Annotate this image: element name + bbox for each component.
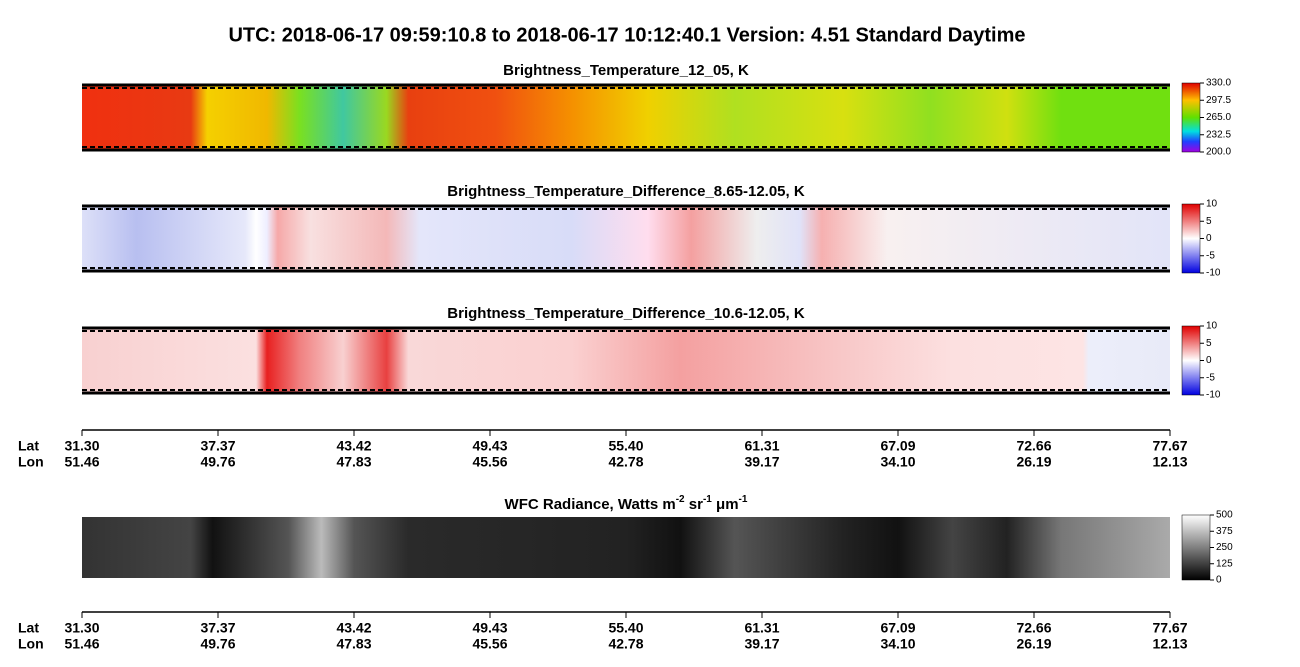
- lon-tick-label: 26.19: [1016, 636, 1051, 652]
- lat-tick-label: 31.30: [64, 620, 99, 636]
- colorbar-label: 125: [1216, 558, 1233, 569]
- lon-tick-label: 39.17: [744, 636, 779, 652]
- colorbar-label: 0: [1206, 355, 1212, 366]
- lat-tick-label: 72.66: [1016, 620, 1051, 636]
- colorbar-label: 250: [1216, 542, 1233, 553]
- lon-tick-label: 34.10: [880, 636, 915, 652]
- panel-title: Brightness_Temperature_Difference_8.65-1…: [447, 183, 805, 200]
- lat-tick-label: 49.43: [472, 620, 507, 636]
- lon-tick-label: 51.46: [64, 636, 99, 652]
- image: [82, 328, 1170, 393]
- lat-tick-label: 55.40: [608, 438, 643, 454]
- colorbar: [1181, 203, 1201, 274]
- colorbar-label: 5: [1206, 216, 1212, 227]
- lat-tick-label: 37.37: [200, 620, 235, 636]
- lon-tick-label: 51.46: [64, 454, 99, 470]
- colorbar-label: 10: [1206, 199, 1218, 210]
- lon-tick-label: 42.78: [608, 636, 643, 652]
- colorbar-label: -10: [1206, 390, 1221, 401]
- colorbar-label: 375: [1216, 526, 1233, 537]
- title-part: μm: [712, 496, 739, 513]
- lon-tick-label: 45.56: [472, 454, 507, 470]
- panel-title: WFC Radiance, Watts m-2 sr-1 μm-1: [505, 494, 748, 513]
- lon-tick-label: 26.19: [1016, 454, 1051, 470]
- lon-tick-label: 34.10: [880, 454, 915, 470]
- colorbar-label: 500: [1216, 510, 1233, 521]
- title-part: sr: [685, 496, 704, 513]
- panel-title: Brightness_Temperature_Difference_10.6-1…: [447, 305, 805, 322]
- lon-tick-label: 47.83: [336, 636, 371, 652]
- lat-tick-label: 67.09: [880, 620, 915, 636]
- lon-tick-label: 49.76: [200, 636, 235, 652]
- lon-tick-label: 12.13: [1152, 636, 1187, 652]
- colorbar-label: -5: [1206, 372, 1215, 383]
- colorbar-label: 200.0: [1206, 147, 1231, 158]
- page-title: UTC: 2018-06-17 09:59:10.8 to 2018-06-17…: [228, 24, 1025, 46]
- lat-tick-label: 67.09: [880, 438, 915, 454]
- colorbar-label: 232.5: [1206, 129, 1231, 140]
- title-part: -1: [703, 494, 712, 505]
- lat-tick-label: 37.37: [200, 438, 235, 454]
- lat-tick-label: 55.40: [608, 620, 643, 636]
- image: [82, 85, 1170, 150]
- colorbar: [1181, 325, 1201, 396]
- panel-title: Brightness_Temperature_12_05, K: [503, 62, 749, 79]
- title-part: -2: [676, 494, 685, 505]
- colorbar-label: 297.5: [1206, 95, 1231, 106]
- image: [82, 206, 1170, 271]
- lat-tick-label: 77.67: [1152, 620, 1187, 636]
- lat-label: Lat: [18, 438, 39, 454]
- lon-label: Lon: [18, 636, 44, 652]
- colorbar: [1181, 514, 1211, 581]
- lon-tick-label: 42.78: [608, 454, 643, 470]
- lon-tick-label: 12.13: [1152, 454, 1187, 470]
- lat-tick-label: 61.31: [744, 620, 779, 636]
- lat-tick-label: 49.43: [472, 438, 507, 454]
- colorbar-label: 5: [1206, 338, 1212, 349]
- colorbar-label: 0: [1206, 233, 1212, 244]
- lat-tick-label: 43.42: [336, 438, 371, 454]
- lon-tick-label: 45.56: [472, 636, 507, 652]
- lat-label: Lat: [18, 620, 39, 636]
- lon-tick-label: 47.83: [336, 454, 371, 470]
- lat-tick-label: 43.42: [336, 620, 371, 636]
- colorbar-label: 265.0: [1206, 112, 1231, 123]
- colorbar: [1181, 82, 1201, 153]
- title-part: WFC Radiance, Watts m: [505, 496, 676, 513]
- lat-tick-label: 61.31: [744, 438, 779, 454]
- colorbar-label: -5: [1206, 250, 1215, 261]
- lat-tick-label: 77.67: [1152, 438, 1187, 454]
- title-part: -1: [739, 494, 748, 505]
- lon-label: Lon: [18, 454, 44, 470]
- colorbar-label: 330.0: [1206, 78, 1231, 89]
- lon-tick-label: 49.76: [200, 454, 235, 470]
- colorbar-label: -10: [1206, 268, 1221, 279]
- lon-tick-label: 39.17: [744, 454, 779, 470]
- colorbar-label: 10: [1206, 321, 1218, 332]
- lat-tick-label: 72.66: [1016, 438, 1051, 454]
- colorbar-label: 0: [1216, 575, 1222, 586]
- image: [82, 517, 1170, 578]
- lat-tick-label: 31.30: [64, 438, 99, 454]
